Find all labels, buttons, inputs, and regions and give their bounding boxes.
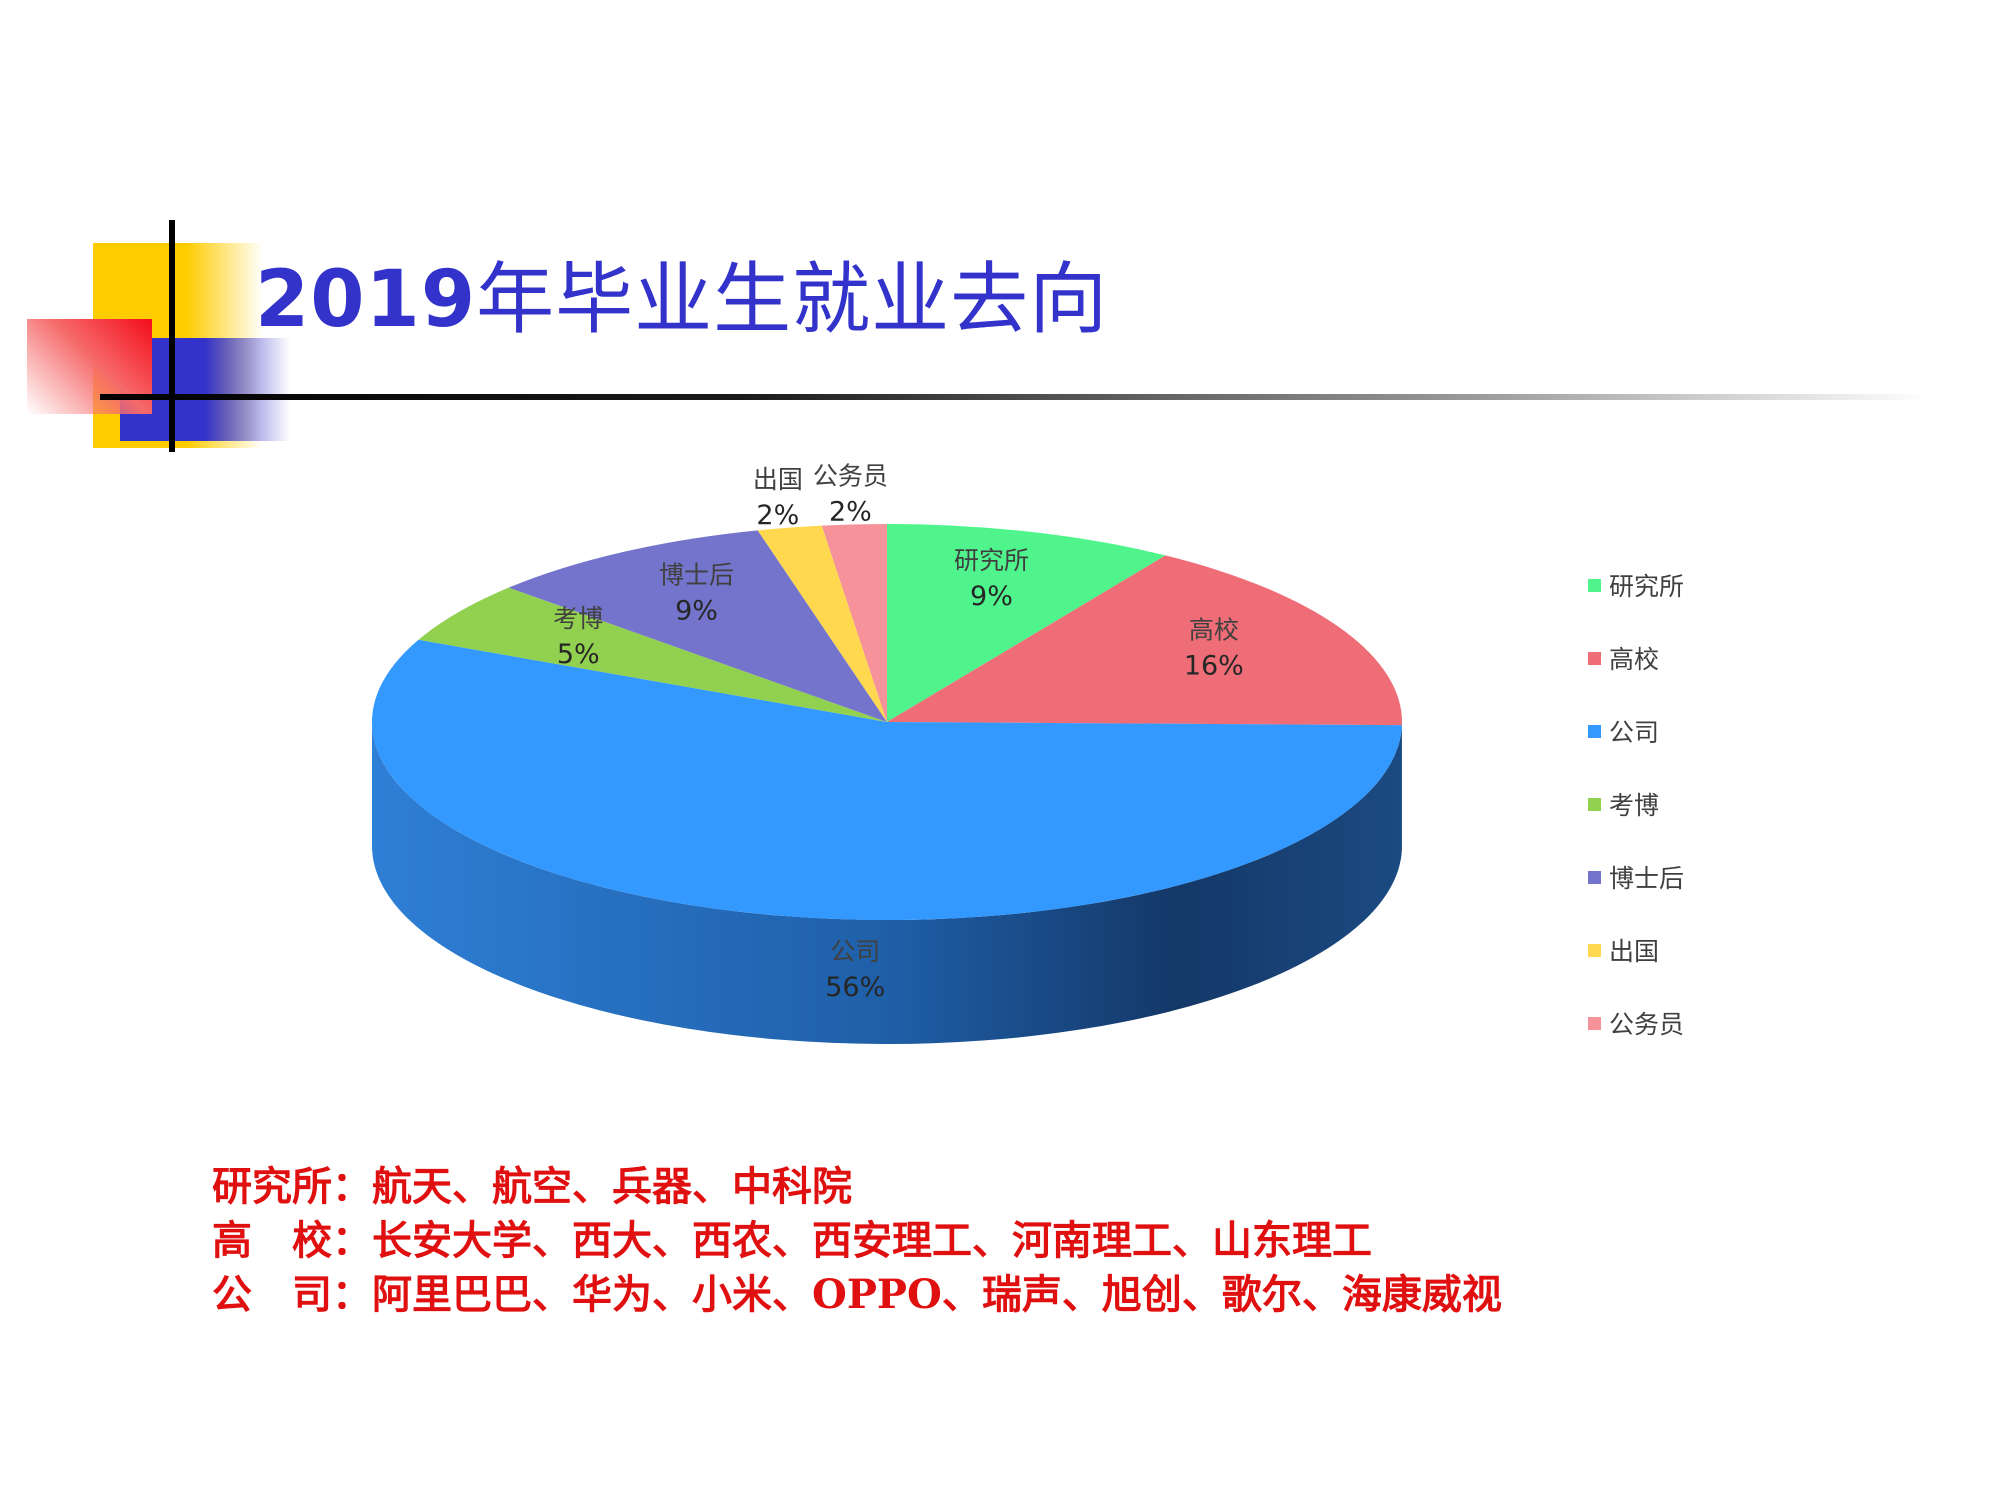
pie-top-face (372, 524, 1402, 920)
title-decoration-vertical-line (169, 220, 175, 452)
pie-label-name-slice-3: 考博 (553, 604, 603, 633)
legend-swatch (1588, 797, 1601, 811)
legend-label: 博士后 (1609, 864, 1685, 893)
employment-notes: 研究所：航天、航空、兵器、中科院 高 校：长安大学、西大、西农、西安理工、河南理… (212, 1160, 1912, 1322)
legend-swatch (1588, 1016, 1601, 1030)
note-label: 研究所： (212, 1163, 372, 1210)
pie-slice-2 (372, 639, 1402, 920)
pie-label-value-slice-0: 9% (970, 581, 1013, 612)
pie-slice-5 (757, 525, 887, 722)
legend-swatch (1588, 651, 1601, 665)
pie-slice-4 (508, 530, 887, 722)
pie-label-name-slice-2: 公司 (830, 937, 880, 966)
pie-label-value-slice-5: 2% (756, 500, 799, 531)
pie-slice-1 (887, 555, 1402, 726)
pie-label-name-slice-1: 高校 (1189, 616, 1239, 645)
legend-item-3: 考博 (1588, 784, 1659, 824)
slide-title: 2019年毕业生就业去向 (255, 250, 1108, 350)
pie-side-slice-2 (372, 722, 1402, 1044)
note-label: 公 司： (212, 1271, 372, 1318)
legend-label: 公务员 (1609, 1010, 1685, 1039)
pie-side-walls (372, 722, 1402, 1044)
pie-label-name-slice-5: 出国 (753, 465, 803, 494)
note-line-research: 研究所：航天、航空、兵器、中科院 (212, 1160, 1912, 1214)
pie-label-value-slice-4: 9% (675, 596, 718, 627)
legend-swatch (1588, 870, 1601, 884)
note-text: 长安大学、西大、西农、西安理工、河南理工、山东理工 (372, 1217, 1372, 1264)
legend-item-6: 公务员 (1588, 1003, 1684, 1043)
note-text: 阿里巴巴、华为、小米、OPPO、瑞声、旭创、歌尔、海康威视 (372, 1271, 1502, 1318)
pie-label-value-slice-1: 16% (1184, 651, 1244, 682)
legend-label: 公司 (1609, 718, 1660, 747)
legend-swatch (1588, 724, 1601, 738)
legend-item-4: 博士后 (1588, 857, 1684, 897)
legend-item-2: 公司 (1588, 711, 1659, 751)
note-label: 高 校： (212, 1217, 372, 1264)
legend-label: 出国 (1609, 937, 1660, 966)
title-underline (100, 394, 1930, 400)
legend-item-0: 研究所 (1588, 565, 1684, 605)
slide-title-year: 2019 (255, 255, 477, 345)
pie-data-labels: 研究所 9% 高校 16% 公司 56% 考博 5% 博士后 9% 出国 2% 公务员 2% (553, 462, 1244, 1003)
legend-item-1: 高校 (1588, 638, 1659, 678)
legend-label: 研究所 (1609, 572, 1685, 601)
pie-slice-3 (418, 587, 887, 722)
note-text: 航天、航空、兵器、中科院 (372, 1163, 852, 1210)
pie-label-value-slice-2: 56% (825, 972, 885, 1003)
pie-slice-0 (887, 524, 1166, 722)
slide-title-text: 年毕业生就业去向 (476, 255, 1109, 345)
pie-label-name-slice-0: 研究所 (954, 546, 1029, 575)
pie-label-value-slice-6: 2% (829, 497, 872, 528)
pie-slice-6 (821, 524, 887, 722)
note-line-company: 公 司：阿里巴巴、华为、小米、OPPO、瑞声、旭创、歌尔、海康威视 (212, 1268, 1912, 1322)
legend-label: 高校 (1609, 645, 1660, 674)
note-line-university: 高 校：长安大学、西大、西农、西安理工、河南理工、山东理工 (212, 1214, 1912, 1268)
legend-swatch (1588, 943, 1601, 957)
pie-label-name-slice-6: 公务员 (813, 462, 888, 491)
legend-label: 考博 (1609, 791, 1660, 820)
pie-label-value-slice-3: 5% (557, 639, 600, 670)
legend-item-5: 出国 (1588, 930, 1659, 970)
legend-swatch (1588, 578, 1601, 592)
pie-label-name-slice-4: 博士后 (659, 561, 734, 590)
